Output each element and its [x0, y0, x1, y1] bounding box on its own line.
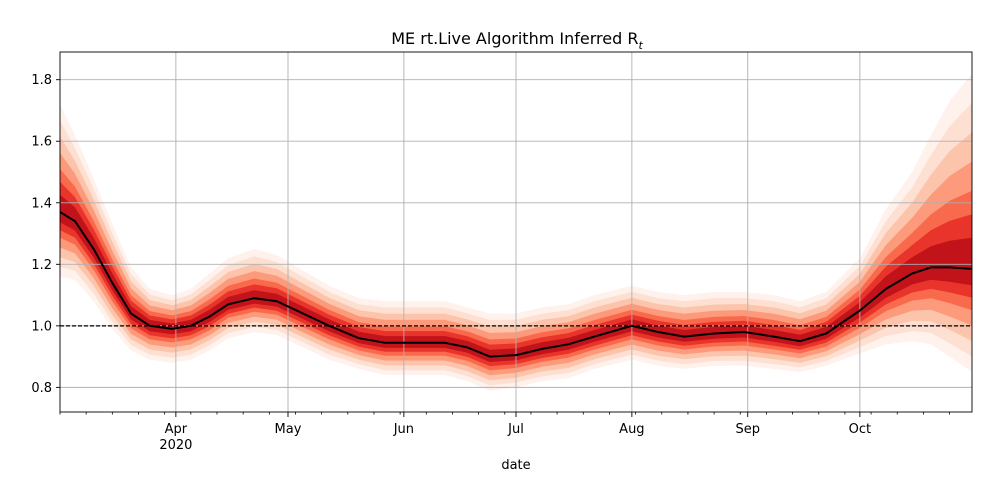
- x-axis-label: date: [501, 458, 530, 473]
- y-tick-label-4: 1.6: [31, 135, 52, 150]
- y-axis-ticks: 0.8 1.0 1.2 1.4 1.6 1.8: [31, 73, 60, 396]
- rt-series-line: [59, 211, 973, 358]
- x-tick-sublabel-0: 2020: [159, 438, 192, 453]
- x-tick-label-1: May: [275, 422, 302, 437]
- x-tick-label-2: Jun: [393, 422, 414, 437]
- x-tick-label-0: Apr: [165, 422, 188, 437]
- x-tick-label-4: Aug: [619, 422, 644, 437]
- x-tick-label-5: Sep: [735, 422, 760, 437]
- y-tick-label-2: 1.2: [31, 258, 52, 273]
- y-tick-label-5: 1.8: [31, 73, 52, 88]
- chart-title-text: ME rt.Live Algorithm Inferred R: [391, 29, 638, 48]
- x-tick-label-6: Oct: [849, 422, 871, 437]
- chart-title-subscript: t: [638, 39, 643, 52]
- y-tick-label-3: 1.4: [31, 196, 52, 211]
- x-tick-label-3: Jul: [507, 422, 524, 437]
- y-tick-label-0: 0.8: [31, 381, 52, 396]
- chart-title: ME rt.Live Algorithm Inferred Rt: [391, 29, 643, 52]
- grid-lines: [60, 52, 972, 412]
- y-tick-label-1: 1.0: [31, 319, 52, 334]
